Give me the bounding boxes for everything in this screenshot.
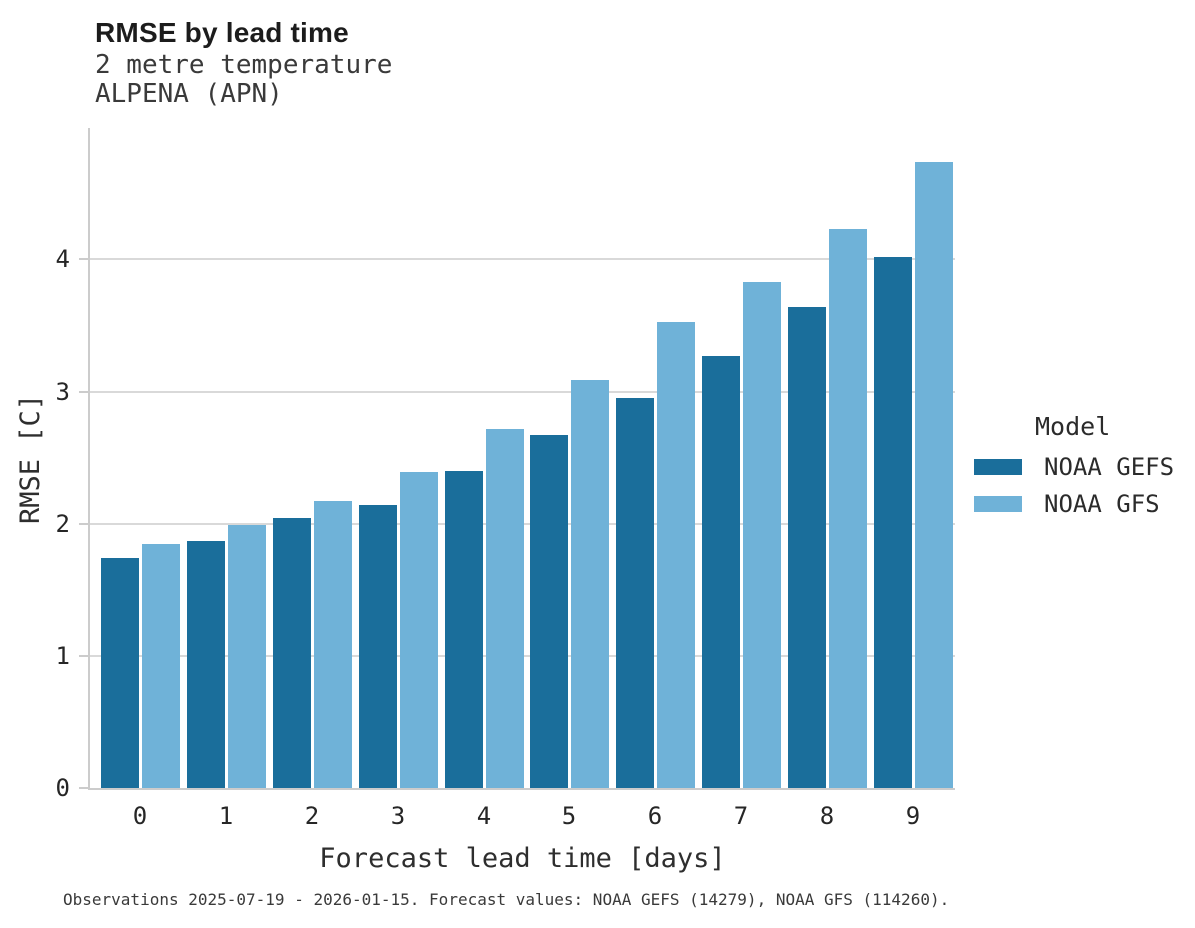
bar-noaa-gefs-day-6	[615, 398, 654, 788]
y-tick-mark-3	[79, 391, 88, 393]
x-tick-label-3: 3	[390, 802, 406, 830]
legend-item-gfs: NOAA GFS	[966, 490, 1174, 518]
legend-label-gfs: NOAA GFS	[1044, 490, 1160, 518]
legend-item-gefs: NOAA GEFS	[966, 453, 1175, 481]
bar-group-day-9	[873, 128, 953, 788]
gridline-y-4	[90, 258, 955, 260]
gefs-color-swatch	[974, 459, 1022, 475]
bar-noaa-gefs-day-3	[358, 505, 397, 788]
x-tick-label-8: 8	[819, 802, 835, 830]
x-tick-label-6: 6	[647, 802, 663, 830]
bar-group-day-5	[529, 128, 609, 788]
x-tick-label-2: 2	[304, 802, 320, 830]
y-axis-label: RMSE [C]	[14, 393, 46, 525]
y-tick-mark-0	[79, 787, 88, 789]
y-tick-mark-1	[79, 655, 88, 657]
gridline-y-3	[90, 391, 955, 393]
bar-noaa-gefs-day-4	[444, 471, 483, 788]
bar-noaa-gefs-day-5	[529, 435, 568, 788]
bar-group-day-3	[358, 128, 438, 788]
y-tick-mark-2	[79, 523, 88, 525]
bar-noaa-gefs-day-0	[100, 558, 139, 788]
bar-group-day-7	[701, 128, 781, 788]
legend-title: Model	[1035, 412, 1111, 441]
bar-noaa-gefs-day-1	[186, 541, 225, 788]
bar-group-day-0	[100, 128, 180, 788]
chart-subtitle: 2 metre temperature ALPENA (APN)	[95, 51, 392, 109]
bar-group-day-6	[615, 128, 695, 788]
chart-subtitle-variable: 2 metre temperature	[95, 50, 393, 80]
caption: Observations 2025-07-19 - 2026-01-15. Fo…	[63, 890, 950, 909]
bar-group-day-4	[444, 128, 524, 788]
x-tick-label-0: 0	[132, 802, 148, 830]
y-tick-label-2: 2	[55, 510, 70, 538]
bar-noaa-gfs-day-5	[570, 380, 609, 788]
x-axis-label: Forecast lead time [days]	[319, 843, 726, 874]
x-tick-label-7: 7	[733, 802, 749, 830]
bar-group-day-1	[186, 128, 266, 788]
y-tick-label-0: 0	[55, 774, 70, 802]
y-tick-mark-4	[79, 258, 88, 260]
chart-title: RMSE by lead time	[95, 17, 349, 48]
bar-noaa-gefs-day-9	[873, 257, 912, 788]
bar-noaa-gefs-day-7	[701, 356, 740, 788]
chart-subtitle-station: ALPENA (APN)	[95, 79, 283, 109]
bar-noaa-gfs-day-8	[828, 229, 867, 788]
bar-noaa-gefs-day-8	[787, 307, 826, 788]
x-tick-label-5: 5	[561, 802, 577, 830]
bar-group-day-8	[787, 128, 867, 788]
bar-noaa-gfs-day-7	[742, 282, 781, 788]
bar-noaa-gfs-day-2	[313, 501, 352, 788]
bar-noaa-gfs-day-0	[141, 544, 180, 788]
bar-noaa-gfs-day-9	[914, 162, 953, 788]
x-tick-label-4: 4	[476, 802, 492, 830]
bar-noaa-gfs-day-6	[656, 322, 695, 788]
x-tick-label-1: 1	[218, 802, 234, 830]
y-tick-label-3: 3	[55, 378, 70, 406]
plot-area: Forecast lead time [days] 0 1 2 3 4 0 1 2 3 4 5 6 7 8…	[56, 128, 955, 874]
bar-noaa-gfs-day-4	[485, 429, 524, 788]
bar-noaa-gefs-day-2	[272, 518, 311, 788]
gfs-color-swatch	[974, 496, 1022, 512]
bar-noaa-gfs-day-1	[227, 525, 266, 788]
bar-group-day-2	[272, 128, 352, 788]
y-tick-label-4: 4	[55, 245, 70, 273]
x-tick-label-9: 9	[905, 802, 921, 830]
y-tick-label-1: 1	[55, 642, 70, 670]
bar-noaa-gfs-day-3	[399, 472, 438, 788]
legend-label-gefs: NOAA GEFS	[1044, 453, 1175, 481]
legend: Model NOAA GEFS NOAA GFS	[966, 412, 1175, 518]
